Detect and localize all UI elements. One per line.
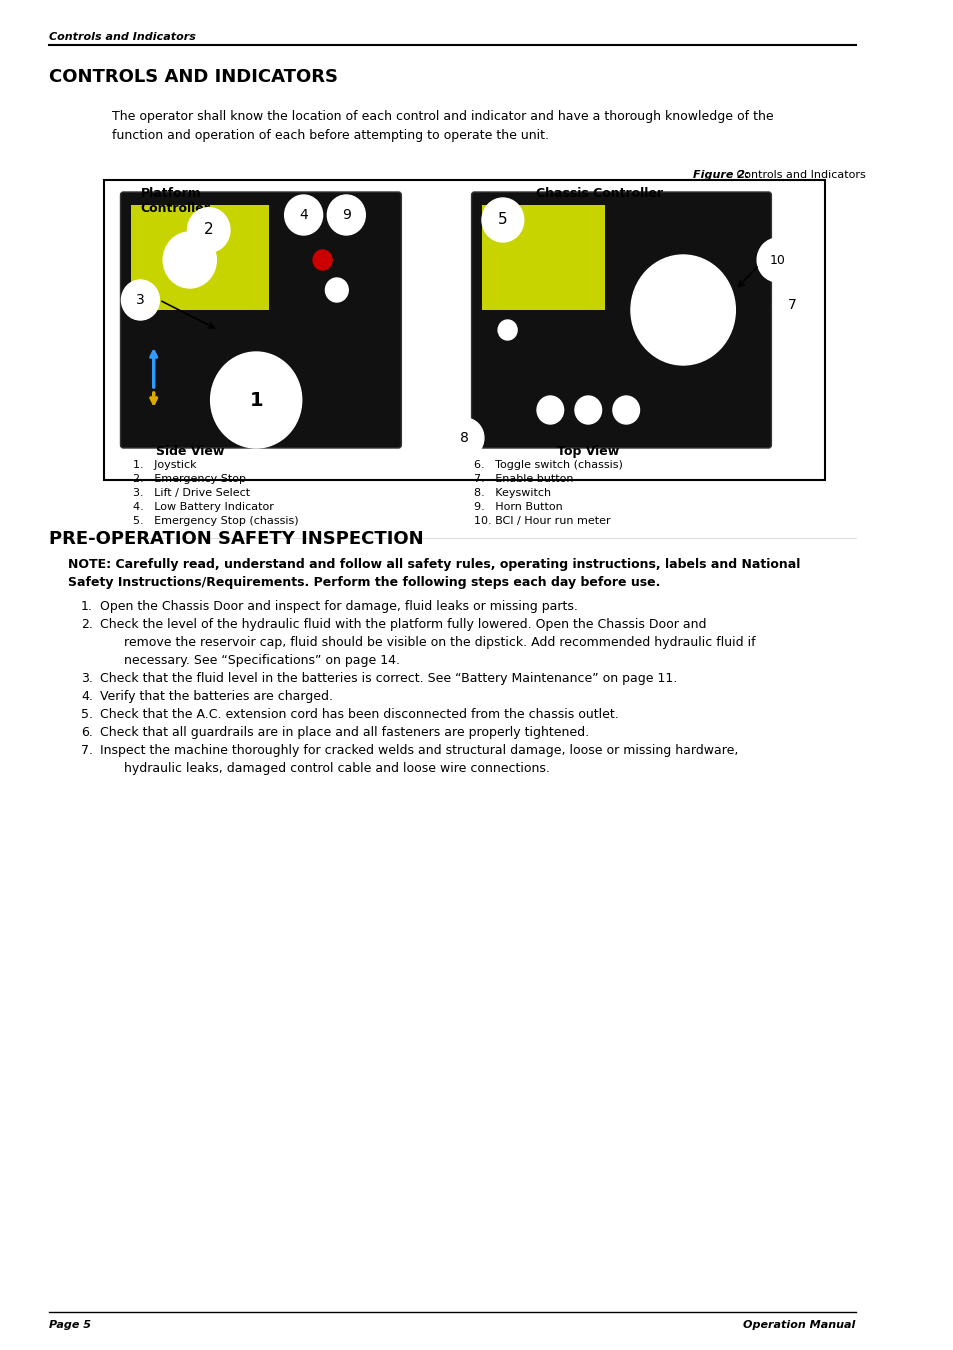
Text: 4: 4 bbox=[299, 208, 308, 221]
Text: 7.: 7. bbox=[81, 744, 92, 757]
Text: The operator shall know the location of each control and indicator and have a th: The operator shall know the location of … bbox=[112, 109, 773, 142]
Text: Chassis Controller: Chassis Controller bbox=[536, 188, 662, 200]
Text: Check the level of the hydraulic fluid with the platform fully lowered. Open the: Check the level of the hydraulic fluid w… bbox=[99, 618, 755, 667]
Text: 8.   Keyswitch: 8. Keyswitch bbox=[474, 487, 551, 498]
Text: Side View: Side View bbox=[155, 446, 224, 458]
Circle shape bbox=[327, 194, 365, 235]
Text: 7.   Enable button: 7. Enable button bbox=[474, 474, 574, 485]
FancyBboxPatch shape bbox=[471, 192, 771, 448]
Text: 2: 2 bbox=[204, 223, 213, 238]
Circle shape bbox=[325, 278, 348, 302]
Text: 9: 9 bbox=[341, 208, 351, 221]
Circle shape bbox=[313, 250, 332, 270]
Text: 5.   Emergency Stop (chassis): 5. Emergency Stop (chassis) bbox=[132, 516, 298, 526]
Text: 1: 1 bbox=[249, 390, 263, 409]
Text: Inspect the machine thoroughly for cracked welds and structural damage, loose or: Inspect the machine thoroughly for crack… bbox=[99, 744, 738, 775]
FancyBboxPatch shape bbox=[131, 205, 268, 310]
Text: Top View: Top View bbox=[557, 446, 618, 458]
Text: 1.   Joystick: 1. Joystick bbox=[132, 460, 196, 470]
Text: Check that all guardrails are in place and all fasteners are properly tightened.: Check that all guardrails are in place a… bbox=[99, 726, 588, 738]
Circle shape bbox=[757, 238, 798, 282]
Text: 1.: 1. bbox=[81, 599, 92, 613]
Text: Controls and Indicators: Controls and Indicators bbox=[733, 170, 865, 180]
Text: 3.: 3. bbox=[81, 672, 92, 684]
Circle shape bbox=[121, 279, 159, 320]
Text: Page 5: Page 5 bbox=[50, 1320, 91, 1330]
Circle shape bbox=[537, 396, 563, 424]
Text: 10: 10 bbox=[769, 254, 785, 266]
Text: CONTROLS AND INDICATORS: CONTROLS AND INDICATORS bbox=[50, 68, 338, 86]
Text: 4.   Low Battery Indicator: 4. Low Battery Indicator bbox=[132, 502, 274, 512]
Text: 5: 5 bbox=[497, 212, 507, 228]
Circle shape bbox=[163, 232, 216, 288]
Text: 3.   Lift / Drive Select: 3. Lift / Drive Select bbox=[132, 487, 250, 498]
Circle shape bbox=[211, 352, 301, 448]
Text: Platform
Controller: Platform Controller bbox=[140, 188, 210, 215]
Circle shape bbox=[188, 208, 230, 252]
Text: Open the Chassis Door and inspect for damage, fluid leaks or missing parts.: Open the Chassis Door and inspect for da… bbox=[99, 599, 577, 613]
Text: 10. BCI / Hour run meter: 10. BCI / Hour run meter bbox=[474, 516, 610, 526]
Text: 7: 7 bbox=[787, 298, 796, 312]
FancyBboxPatch shape bbox=[104, 180, 824, 481]
Text: 2.: 2. bbox=[81, 618, 92, 630]
Text: NOTE: Carefully read, understand and follow all safety rules, operating instruct: NOTE: Carefully read, understand and fol… bbox=[69, 558, 800, 589]
Text: 2.   Emergency Stop: 2. Emergency Stop bbox=[132, 474, 246, 485]
FancyBboxPatch shape bbox=[120, 192, 401, 448]
Circle shape bbox=[612, 396, 639, 424]
Circle shape bbox=[630, 255, 735, 364]
Text: 9.   Horn Button: 9. Horn Button bbox=[474, 502, 562, 512]
Text: Figure 2:: Figure 2: bbox=[692, 170, 748, 180]
Text: Operation Manual: Operation Manual bbox=[742, 1320, 855, 1330]
Text: 6.: 6. bbox=[81, 726, 92, 738]
Text: PRE-OPERATION SAFETY INSPECTION: PRE-OPERATION SAFETY INSPECTION bbox=[50, 531, 423, 548]
Circle shape bbox=[773, 285, 810, 325]
Circle shape bbox=[575, 396, 601, 424]
Text: 5.: 5. bbox=[81, 707, 92, 721]
Text: Check that the fluid level in the batteries is correct. See “Battery Maintenance: Check that the fluid level in the batter… bbox=[99, 672, 677, 684]
Text: Verify that the batteries are charged.: Verify that the batteries are charged. bbox=[99, 690, 333, 703]
Text: 4.: 4. bbox=[81, 690, 92, 703]
Circle shape bbox=[481, 198, 523, 242]
Text: 3: 3 bbox=[136, 293, 145, 306]
FancyBboxPatch shape bbox=[481, 205, 605, 310]
Circle shape bbox=[445, 418, 483, 458]
Text: Controls and Indicators: Controls and Indicators bbox=[50, 32, 196, 42]
Circle shape bbox=[284, 194, 322, 235]
Text: 6.   Toggle switch (chassis): 6. Toggle switch (chassis) bbox=[474, 460, 622, 470]
Text: 8: 8 bbox=[460, 431, 469, 446]
Circle shape bbox=[497, 320, 517, 340]
Text: Check that the A.C. extension cord has been disconnected from the chassis outlet: Check that the A.C. extension cord has b… bbox=[99, 707, 618, 721]
